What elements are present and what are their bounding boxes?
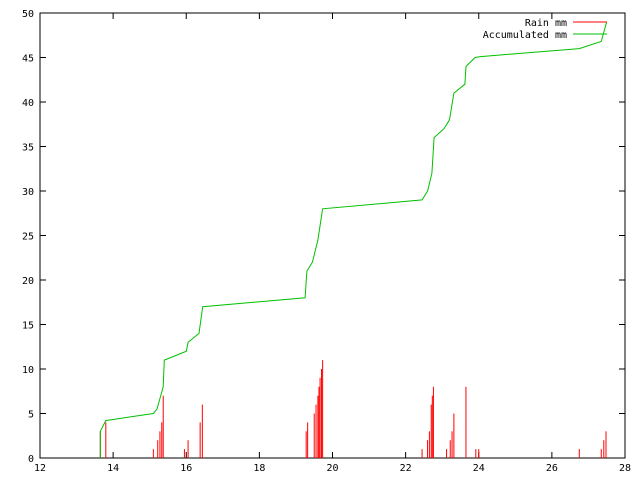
x-tick-label: 28 (619, 463, 631, 474)
legend-label-rain: Rain mm (525, 18, 567, 29)
x-tick-label: 14 (107, 463, 119, 474)
axis-ticks: 0 5 10 15 20 25 30 35 40 45 50 12 14 16 18 20 22 24 26 28 (22, 9, 631, 474)
y-tick-label: 40 (22, 98, 34, 109)
accumulated-line (99, 21, 608, 458)
y-tick-label: 15 (22, 321, 34, 332)
y-tick-label: 5 (28, 410, 34, 421)
y-tick-label: 20 (22, 276, 34, 287)
x-tick-label: 24 (473, 463, 485, 474)
x-tick-label: 12 (34, 463, 46, 474)
y-tick-label: 45 (22, 54, 34, 65)
series-layer (99, 21, 608, 458)
y-tick-label: 50 (22, 9, 34, 20)
y-tick-label: 10 (22, 365, 34, 376)
y-tick-label: 35 (22, 143, 34, 154)
y-tick-label: 30 (22, 187, 34, 198)
y-tick-label: 0 (28, 454, 34, 465)
x-tick-label: 16 (180, 463, 192, 474)
legend: Rain mm Accumulated mm (483, 18, 607, 41)
x-tick-label: 20 (326, 463, 338, 474)
x-tick-label: 22 (400, 463, 412, 474)
y-tick-label: 25 (22, 232, 34, 243)
x-tick-label: 18 (253, 463, 265, 474)
x-tick-label: 26 (546, 463, 558, 474)
legend-label-accumulated: Accumulated mm (483, 30, 567, 41)
plot-frame (39, 12, 626, 459)
